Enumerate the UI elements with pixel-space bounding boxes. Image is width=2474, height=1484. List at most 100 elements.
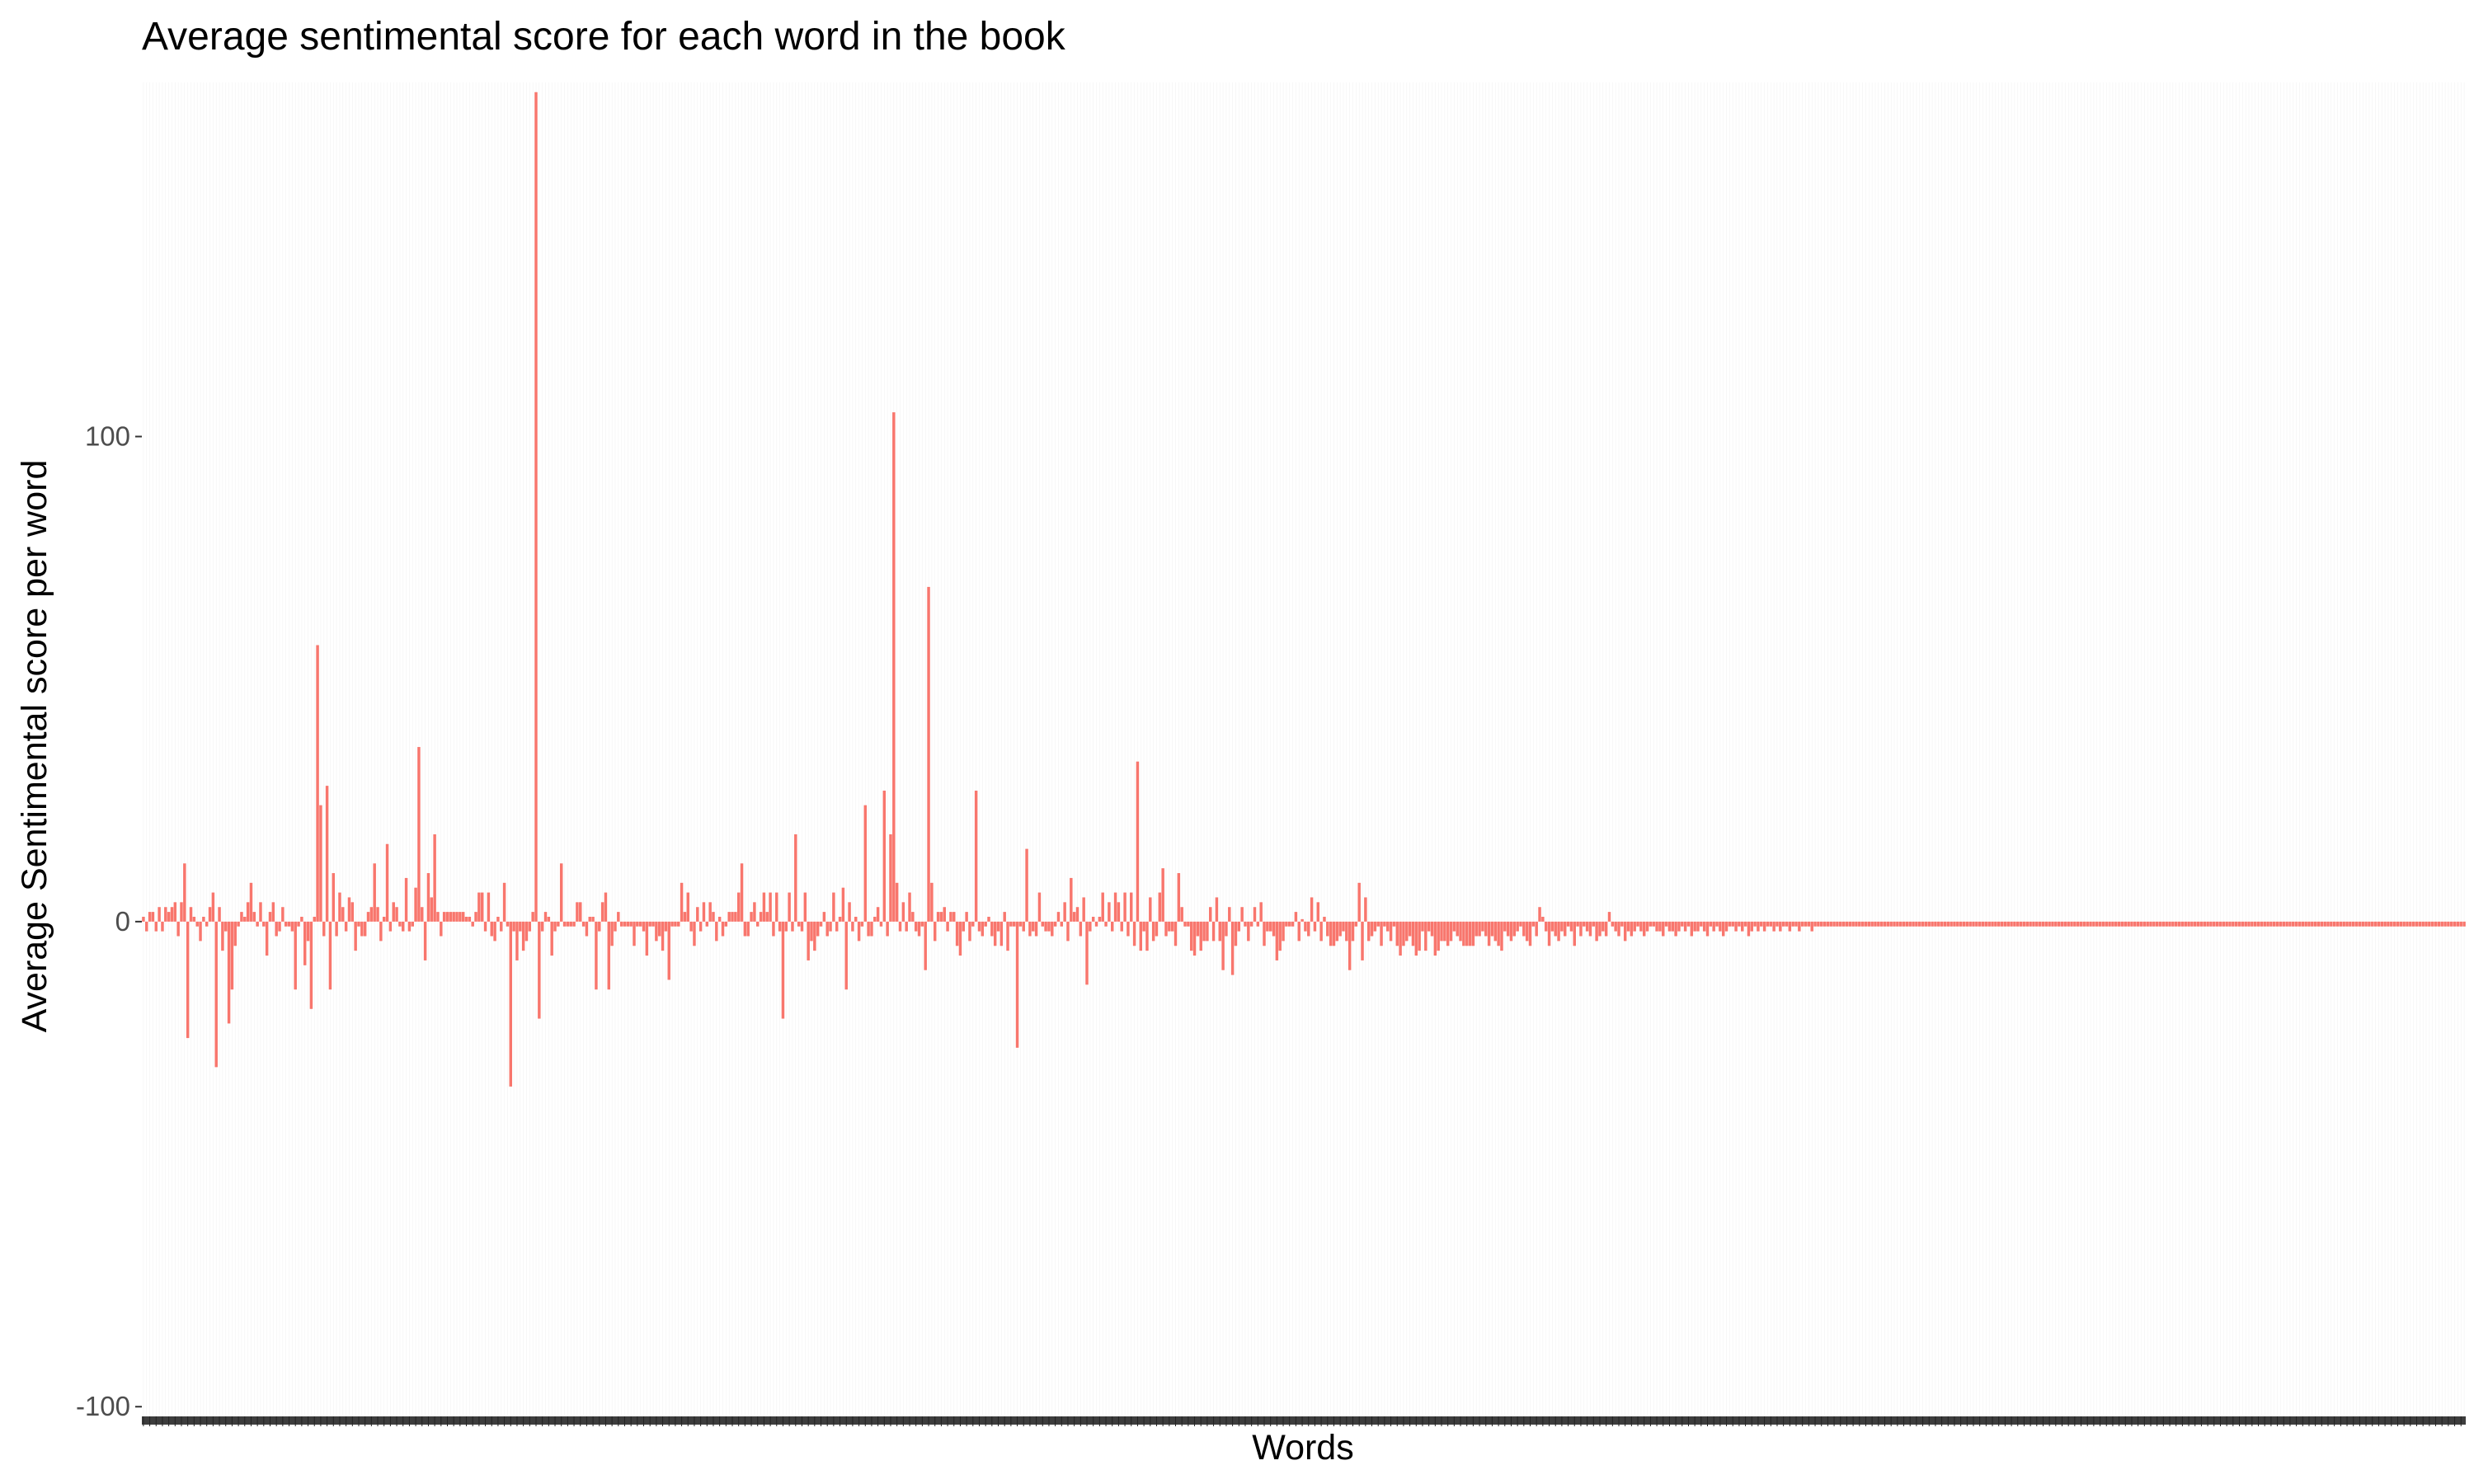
- bar: [506, 921, 510, 927]
- bar: [2013, 921, 2016, 927]
- bar: [468, 916, 472, 922]
- bar: [892, 412, 896, 922]
- bar: [1278, 921, 1282, 951]
- bar: [987, 916, 990, 922]
- bar: [1870, 921, 1874, 927]
- bar: [2411, 921, 2415, 927]
- bar: [1686, 921, 1691, 927]
- bar: [2292, 921, 2295, 927]
- bar: [1009, 921, 1013, 927]
- bar: [1418, 921, 1421, 951]
- bar: [2070, 921, 2073, 927]
- bar: [2120, 921, 2124, 927]
- bar: [1230, 921, 1235, 975]
- bar: [670, 921, 674, 927]
- bar: [2351, 921, 2355, 927]
- bar: [1602, 921, 1605, 932]
- bar: [440, 921, 443, 937]
- bar: [341, 907, 345, 922]
- bar: [952, 912, 956, 922]
- bar: [2130, 921, 2133, 927]
- bar: [898, 921, 902, 932]
- bar: [417, 747, 421, 922]
- bar: [1117, 902, 1121, 922]
- bar: [1174, 921, 1178, 946]
- bar: [595, 921, 598, 990]
- bar: [214, 921, 218, 1068]
- bar: [572, 921, 576, 927]
- bar: [1247, 921, 1250, 942]
- bar: [851, 921, 854, 932]
- bar: [1376, 921, 1380, 927]
- bar: [1626, 921, 1630, 932]
- bar: [2168, 921, 2171, 927]
- bar: [1316, 902, 1320, 922]
- bar: [1446, 921, 1450, 946]
- bar: [1335, 921, 1339, 942]
- bar: [382, 916, 386, 922]
- bar: [151, 912, 155, 922]
- bar: [1272, 921, 1276, 937]
- bar: [294, 921, 297, 990]
- bar: [2073, 921, 2077, 927]
- bar: [1234, 921, 1238, 946]
- bar: [2006, 921, 2010, 927]
- bar: [1785, 921, 1789, 927]
- bar: [958, 921, 962, 956]
- bar: [1149, 897, 1152, 922]
- x-tick-label-band: [142, 1416, 2466, 1425]
- bar: [363, 921, 367, 937]
- bar: [1924, 921, 1928, 927]
- bar: [2222, 921, 2226, 927]
- bar: [398, 921, 402, 927]
- bar: [1750, 921, 1753, 932]
- bar: [1705, 921, 1710, 937]
- bar: [1604, 921, 1608, 937]
- bar: [1256, 921, 1260, 927]
- bar: [325, 786, 329, 922]
- bar: [1879, 921, 1884, 927]
- bar: [1209, 907, 1212, 922]
- bar: [1323, 916, 1326, 922]
- bar: [2253, 921, 2257, 927]
- bar: [1573, 921, 1576, 946]
- bar: [354, 921, 357, 951]
- bar: [1307, 921, 1310, 937]
- bar: [303, 921, 307, 965]
- bar: [1370, 921, 1374, 937]
- bar: [2025, 921, 2029, 927]
- bar: [2307, 921, 2311, 927]
- bar: [1120, 921, 1123, 932]
- bar: [1285, 921, 1288, 927]
- bar: [1366, 921, 1371, 942]
- bar: [1025, 848, 1028, 922]
- bar: [1130, 892, 1133, 922]
- bar: [576, 902, 579, 922]
- bar: [1177, 873, 1181, 922]
- bar: [2152, 921, 2156, 927]
- bar: [882, 791, 887, 922]
- bar: [1683, 921, 1687, 932]
- bar: [965, 912, 968, 922]
- bar: [376, 907, 379, 922]
- bar: [1566, 921, 1570, 927]
- bar: [500, 921, 503, 932]
- bar: [1987, 921, 1991, 927]
- bar: [1642, 921, 1646, 937]
- bar: [1946, 921, 1950, 927]
- bar: [2251, 921, 2254, 927]
- bar: [2247, 921, 2251, 927]
- bar: [934, 921, 937, 942]
- bar: [614, 921, 617, 932]
- bar: [1655, 921, 1658, 932]
- x-axis-title: Words: [1252, 1428, 1353, 1468]
- bar: [392, 902, 395, 922]
- bar: [664, 921, 668, 932]
- bar: [1538, 907, 1541, 922]
- bar: [1807, 921, 1811, 927]
- bar: [1788, 921, 1792, 932]
- bar: [1531, 921, 1536, 927]
- bar: [199, 921, 202, 942]
- bar: [1383, 921, 1386, 927]
- bar: [715, 921, 718, 942]
